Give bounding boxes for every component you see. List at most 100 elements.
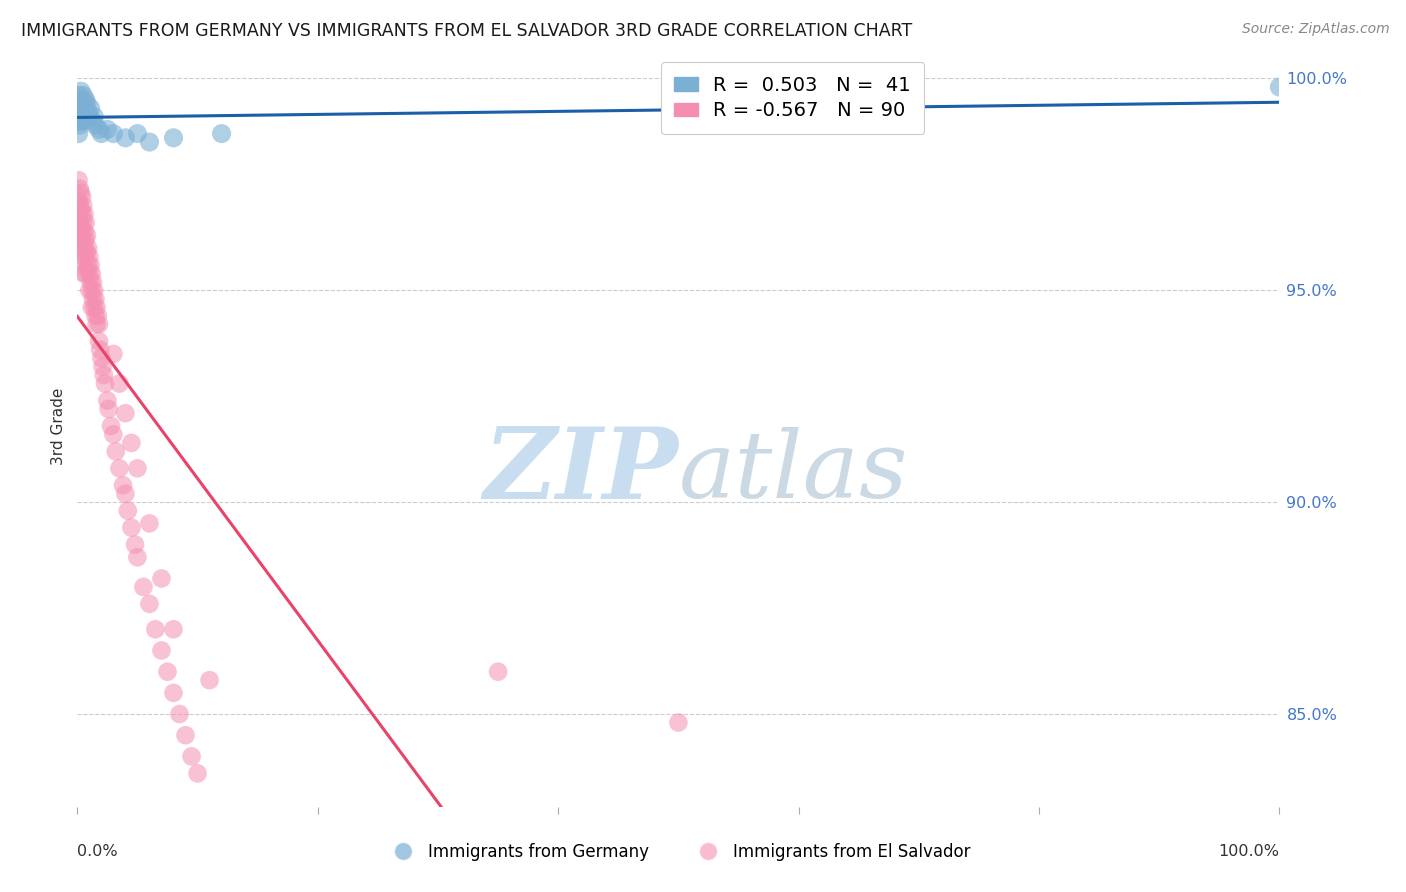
- Point: [90, 351, 112, 366]
- Point: [75, 93, 97, 107]
- Point: [76, 228, 98, 243]
- Point: [117, 503, 139, 517]
- Point: [127, 127, 149, 141]
- Point: [96, 122, 118, 136]
- Point: [83, 110, 105, 124]
- Point: [198, 673, 221, 688]
- Point: [77, 105, 100, 120]
- Legend: R =  0.503   N =  41, R = -0.567   N = 90: R = 0.503 N = 41, R = -0.567 N = 90: [661, 62, 925, 134]
- Point: [72, 250, 94, 264]
- Point: [84, 292, 107, 306]
- Point: [211, 127, 233, 141]
- Point: [150, 571, 173, 585]
- Point: [120, 435, 142, 450]
- Point: [70, 84, 93, 98]
- Point: [69, 198, 91, 212]
- Point: [70, 101, 93, 115]
- Text: Source: ZipAtlas.com: Source: ZipAtlas.com: [1241, 22, 1389, 37]
- Point: [87, 334, 110, 349]
- Point: [124, 537, 146, 551]
- Point: [70, 224, 93, 238]
- Point: [70, 202, 93, 217]
- Point: [87, 318, 110, 332]
- Point: [72, 267, 94, 281]
- Point: [86, 318, 108, 332]
- Point: [75, 105, 97, 120]
- Point: [69, 118, 91, 132]
- Point: [162, 131, 184, 145]
- Point: [79, 101, 101, 115]
- Point: [114, 406, 136, 420]
- Point: [73, 96, 96, 111]
- Point: [76, 262, 98, 277]
- Point: [86, 301, 108, 315]
- Point: [75, 267, 97, 281]
- Point: [80, 301, 103, 315]
- Point: [82, 292, 104, 306]
- Point: [70, 96, 93, 111]
- Point: [104, 444, 127, 458]
- Point: [67, 113, 90, 128]
- Point: [72, 88, 94, 103]
- Point: [89, 343, 111, 357]
- Point: [180, 749, 202, 764]
- Point: [69, 93, 91, 107]
- Point: [70, 190, 93, 204]
- Point: [80, 113, 103, 128]
- Point: [96, 393, 118, 408]
- Point: [72, 216, 94, 230]
- Point: [67, 110, 90, 124]
- Point: [66, 113, 89, 128]
- Point: [70, 253, 93, 268]
- Point: [75, 250, 97, 264]
- Point: [120, 520, 142, 534]
- Point: [69, 182, 91, 196]
- Point: [70, 207, 93, 221]
- Point: [79, 258, 101, 272]
- Point: [108, 461, 131, 475]
- Point: [174, 728, 197, 742]
- Point: [70, 105, 93, 120]
- Point: [79, 267, 101, 281]
- Point: [787, 113, 810, 128]
- Point: [77, 258, 100, 272]
- Point: [162, 686, 184, 700]
- Y-axis label: 3rd Grade: 3rd Grade: [51, 387, 66, 465]
- Text: IMMIGRANTS FROM GERMANY VS IMMIGRANTS FROM EL SALVADOR 3RD GRADE CORRELATION CHA: IMMIGRANTS FROM GERMANY VS IMMIGRANTS FR…: [21, 22, 912, 40]
- Point: [114, 486, 136, 500]
- Point: [73, 110, 96, 124]
- Point: [70, 236, 93, 251]
- Point: [83, 301, 105, 315]
- Point: [72, 113, 94, 128]
- Point: [84, 309, 107, 323]
- Point: [486, 665, 509, 679]
- Point: [1268, 80, 1291, 95]
- Point: [82, 275, 104, 289]
- Text: ZIP: ZIP: [484, 424, 679, 520]
- Point: [70, 186, 93, 200]
- Point: [97, 401, 120, 416]
- Point: [80, 284, 103, 298]
- Text: 0.0%: 0.0%: [77, 844, 118, 859]
- Point: [67, 194, 90, 209]
- Point: [67, 127, 90, 141]
- Point: [72, 233, 94, 247]
- Point: [79, 110, 101, 124]
- Point: [80, 267, 103, 281]
- Point: [94, 376, 117, 391]
- Point: [76, 96, 98, 111]
- Point: [73, 241, 96, 255]
- Point: [114, 131, 136, 145]
- Point: [70, 113, 93, 128]
- Point: [69, 216, 91, 230]
- Point: [103, 347, 125, 361]
- Point: [187, 766, 209, 780]
- Text: 100.0%: 100.0%: [1219, 844, 1279, 859]
- Point: [83, 284, 105, 298]
- Point: [79, 250, 101, 264]
- Point: [67, 101, 90, 115]
- Point: [150, 643, 173, 657]
- Point: [103, 427, 125, 442]
- Text: atlas: atlas: [679, 426, 908, 516]
- Point: [70, 219, 93, 234]
